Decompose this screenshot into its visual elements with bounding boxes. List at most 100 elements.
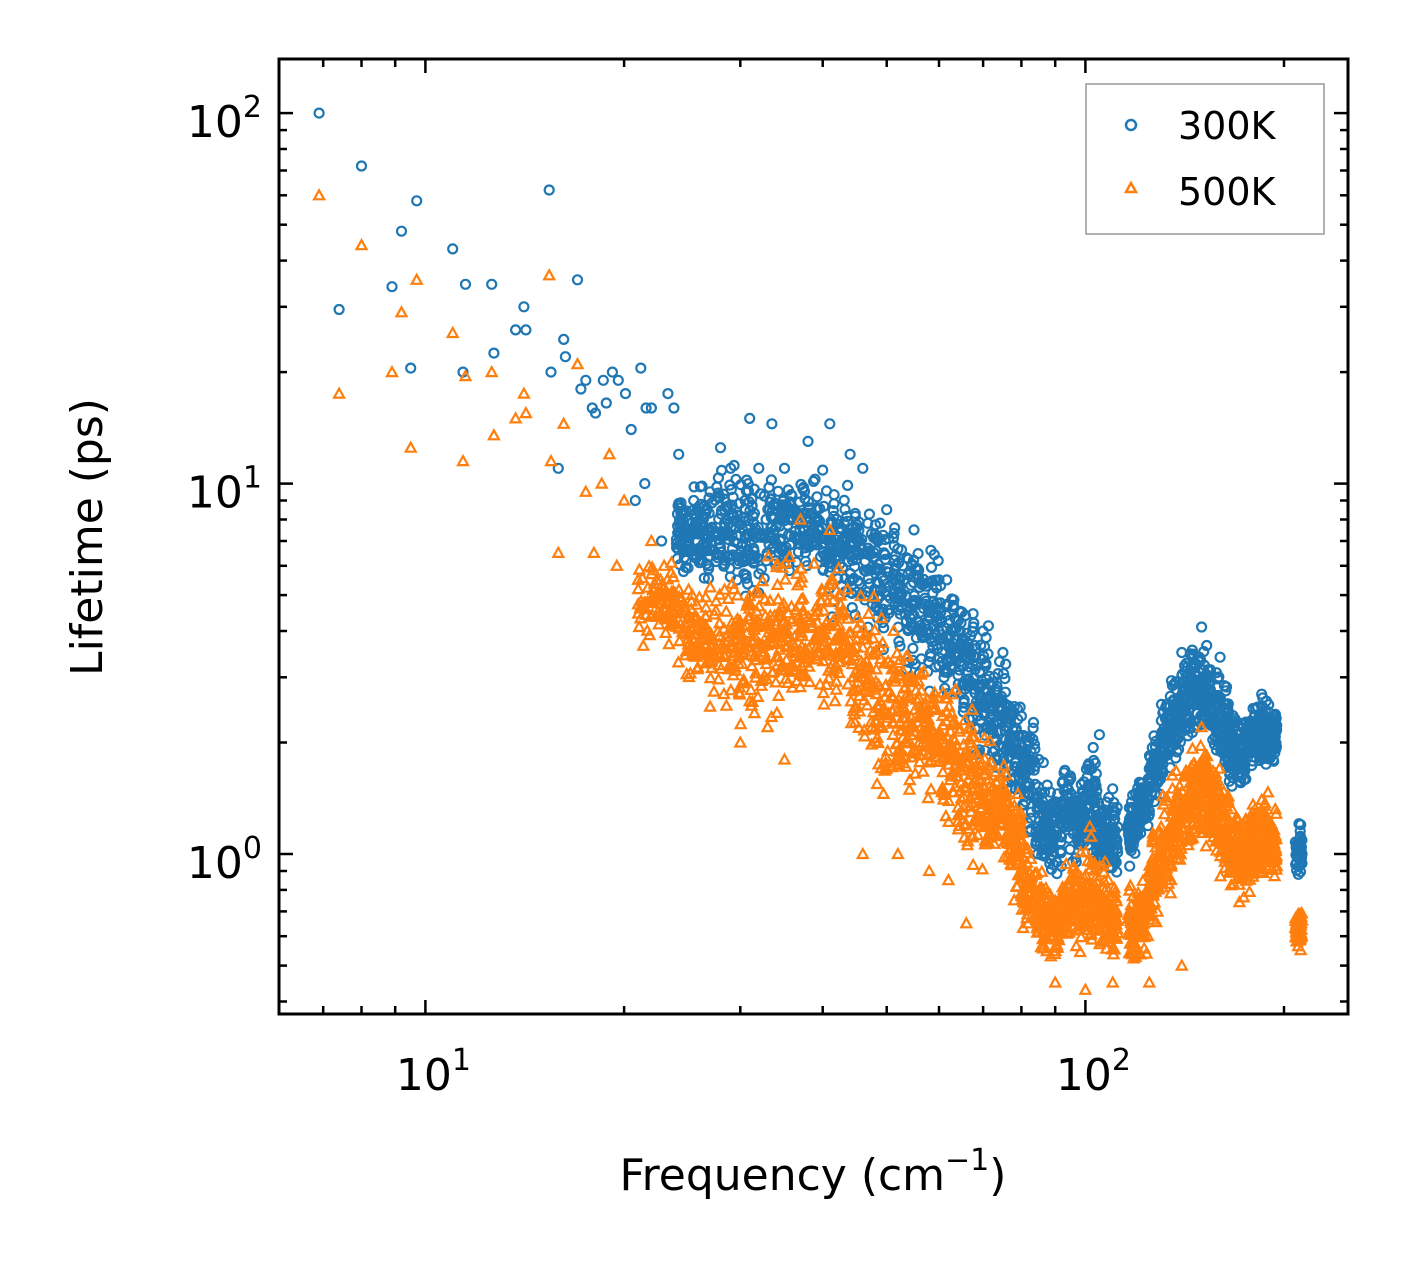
point-500k-643 [860, 632, 874, 645]
point-500k-338 [755, 573, 770, 587]
point-500k-907 [948, 682, 963, 695]
point-300k-722 [879, 533, 891, 546]
point-500k-894 [914, 726, 929, 739]
point-500k-124 [660, 572, 675, 585]
point-500k-827 [903, 691, 918, 704]
point-500k-968 [961, 721, 975, 735]
point-300k-354 [742, 485, 755, 497]
point-300k-249 [722, 533, 735, 546]
point-300k-1238 [1016, 729, 1029, 742]
point-300k-762 [895, 544, 908, 556]
point-300k-16 [545, 366, 557, 378]
point-500k-889 [920, 747, 935, 760]
point-300k-7 [447, 243, 459, 255]
point-300k-340 [742, 529, 754, 541]
point-300k-1640 [1124, 860, 1136, 872]
point-500k-137 [651, 585, 666, 599]
point-500k-409 [761, 549, 776, 562]
point-500k-500 [810, 615, 825, 628]
point-500k-305 [714, 661, 728, 674]
point-500k-357 [739, 598, 754, 611]
point-300k-18 [558, 333, 570, 345]
point-500k-1487 [1073, 944, 1088, 958]
point-500k-450 [772, 636, 787, 650]
point-300k-1331 [1047, 846, 1059, 858]
point-500k-103 [662, 636, 676, 650]
point-500k-379 [747, 628, 762, 641]
point-300k-1893 [1172, 743, 1185, 756]
point-300k-2521 [1293, 848, 1305, 860]
point-300k-1353 [1050, 829, 1063, 842]
point-500k-834 [911, 674, 926, 687]
point-500k-765 [872, 720, 887, 734]
point-300k-927 [940, 653, 953, 665]
point-500k-678 [859, 679, 874, 692]
point-500k-89 [658, 625, 673, 639]
point-500k-207 [684, 594, 699, 607]
point-300k-976 [967, 608, 979, 620]
point-300k-977 [958, 694, 970, 706]
point-500k-115 [664, 555, 679, 568]
point-300k-2255 [1238, 774, 1250, 786]
point-500k-614 [829, 682, 844, 695]
point-500k-965 [935, 708, 950, 722]
point-300k-858 [915, 627, 927, 639]
point-300k-571 [828, 510, 840, 522]
point-500k-1069 [974, 802, 988, 815]
point-500k-754 [869, 662, 884, 675]
point-500k-540 [794, 625, 809, 638]
point-300k-32 [640, 402, 652, 414]
point-300k-34 [662, 388, 674, 400]
point-300k-790 [909, 597, 921, 610]
point-500k-253 [707, 684, 721, 697]
point-500k-878 [926, 695, 941, 708]
point-300k-188 [694, 481, 707, 493]
point-500k-743 [877, 656, 892, 669]
point-300k-257 [727, 508, 739, 520]
point-500k-311 [717, 582, 732, 595]
point-500k-1029 [957, 830, 972, 843]
point-300k-1367 [1064, 843, 1076, 856]
point-500k-887 [913, 667, 928, 680]
point-300k-413 [765, 474, 778, 486]
point-500k-963 [932, 724, 947, 737]
point-500k-741 [877, 690, 892, 703]
point-500k-1 [332, 386, 346, 399]
point-300k-637 [846, 574, 859, 586]
point-500k-746 [876, 701, 891, 714]
point-500k-9 [458, 368, 473, 382]
point-500k-380 [756, 645, 771, 658]
point-300k-336 [746, 499, 758, 511]
point-500k-833 [891, 692, 906, 705]
point-300k-351 [737, 512, 749, 524]
point-500k-818 [899, 723, 914, 737]
point-300k-1571 [1091, 785, 1103, 797]
point-300k-168 [682, 531, 694, 544]
point-300k-1400 [1063, 774, 1075, 787]
point-500k-136 [643, 609, 658, 622]
point-500k-652 [853, 588, 868, 602]
point-500k-230 [697, 624, 711, 638]
point-500k-393 [763, 593, 777, 606]
point-500k-808 [901, 674, 916, 688]
point-300k-273 [712, 472, 725, 484]
point-300k-1051 [969, 663, 981, 676]
point-300k-1720 [1132, 824, 1144, 837]
point-500k-269 [709, 603, 723, 616]
point-500k-524 [794, 561, 808, 574]
point-300k-0 [313, 107, 325, 119]
point-500k-352 [742, 608, 756, 622]
point-500k-943 [941, 814, 956, 828]
point-300k-728 [872, 603, 884, 615]
point-500k-14 [519, 405, 533, 419]
point-300k-25 [597, 374, 609, 386]
point-500k-110 [657, 579, 671, 592]
point-300k-727 [879, 553, 891, 566]
point-500k-1005 [953, 721, 967, 734]
point-300k-1179 [1006, 745, 1018, 758]
point-500k-255 [727, 581, 741, 595]
point-500k-598 [833, 631, 848, 644]
point-500k-508 [786, 658, 800, 672]
point-300k-860 [929, 574, 941, 586]
